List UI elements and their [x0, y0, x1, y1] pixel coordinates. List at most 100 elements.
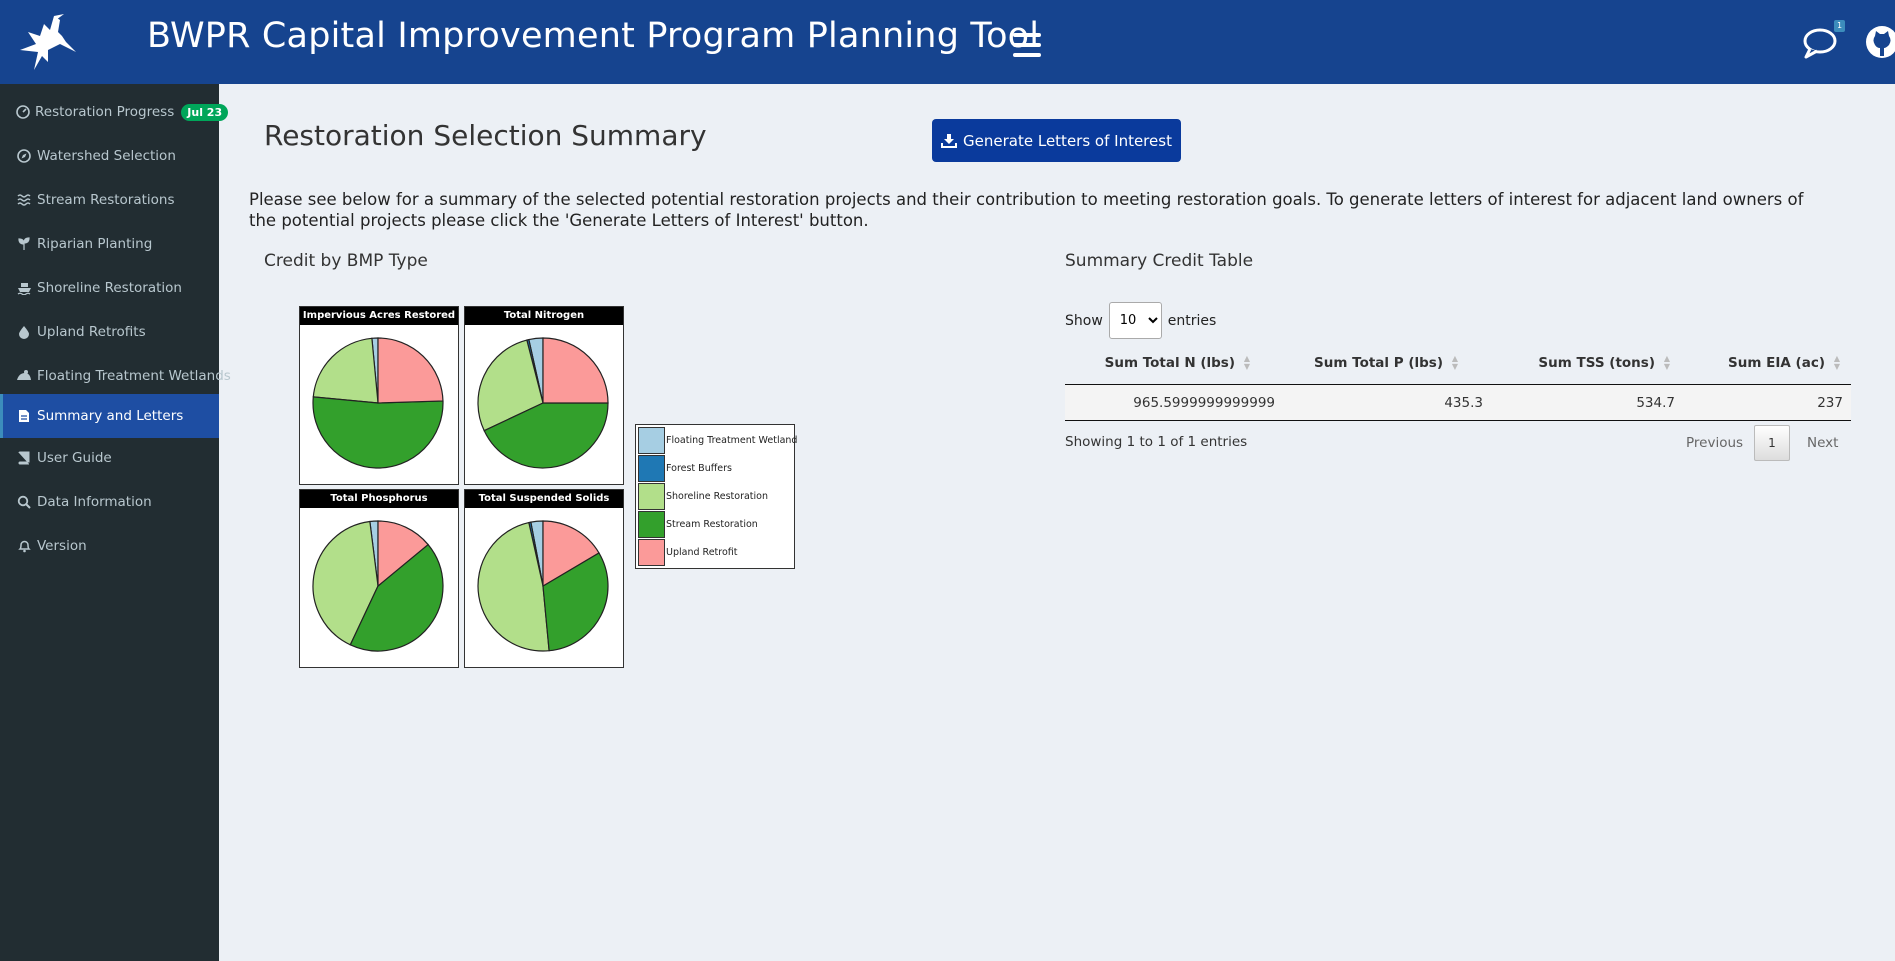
sort-icon: ▲ ▼ — [1831, 355, 1843, 371]
legend-item: Stream Restoration — [638, 510, 758, 538]
app-title: BWPR Capital Improvement Program Plannin… — [147, 16, 1039, 56]
sidebar-item-riparian-planting[interactable]: Riparian Planting — [0, 222, 219, 266]
table-info: Showing 1 to 1 of 1 entries — [1065, 434, 1247, 450]
table-cell: 534.7 — [1636, 385, 1675, 421]
seedling-icon — [16, 236, 32, 252]
sidebar-item-label: Restoration Progress — [35, 104, 174, 120]
pie-title: Impervious Acres Restored — [300, 307, 458, 325]
github-icon[interactable] — [1862, 24, 1895, 60]
previous-page-button[interactable]: Previous — [1686, 425, 1743, 461]
column-header-label: Sum Total P (lbs) — [1314, 355, 1443, 371]
legend-item: Floating Treatment Wetland — [638, 426, 797, 454]
column-header-eia[interactable]: Sum EIA (ac) ▲ ▼ — [1728, 349, 1843, 385]
tachometer-icon — [16, 104, 30, 120]
ship-icon — [16, 280, 32, 296]
sidebar-item-label: Version — [37, 538, 87, 554]
table-header: Sum Total N (lbs) ▲ ▼ Sum Total P (lbs) ▲ ▼ … — [1065, 349, 1851, 385]
legend-label: Stream Restoration — [666, 519, 758, 530]
pie-chart-nitrogen — [465, 325, 622, 484]
sidebar-item-summary-and-letters[interactable]: Summary and Letters — [0, 394, 219, 438]
entries-label: entries — [1168, 313, 1217, 329]
sidebar-item-label: Watershed Selection — [37, 148, 176, 164]
sidebar-item-label: Floating Treatment Wetlands — [37, 368, 231, 384]
legend-label: Upland Retrofit — [666, 547, 737, 558]
table-cell: 237 — [1817, 385, 1843, 421]
next-page-button[interactable]: Next — [1807, 425, 1838, 461]
pie-title: Total Phosphorus — [300, 490, 458, 508]
sidebar-item-label: Shoreline Restoration — [37, 280, 182, 296]
pie-title: Total Suspended Solids — [465, 490, 623, 508]
intro-text: Please see below for a summary of the se… — [249, 189, 1829, 231]
pie-slice — [313, 397, 443, 468]
sidebar: Restoration Progress Jul 23 Watershed Se… — [0, 84, 219, 961]
search-icon — [16, 494, 32, 510]
sidebar-item-version[interactable]: Version — [0, 524, 219, 568]
pie-slice — [543, 338, 608, 403]
sort-icon: ▲ ▼ — [1661, 355, 1673, 371]
chat-badge: 1 — [1834, 20, 1845, 32]
table-cell: 435.3 — [1444, 385, 1483, 421]
file-icon — [16, 408, 32, 424]
sidebar-item-upland-retrofits[interactable]: Upland Retrofits — [0, 310, 219, 354]
sort-icon: ▲ ▼ — [1241, 355, 1253, 371]
sidebar-item-label: Data Information — [37, 494, 152, 510]
sidebar-item-restoration-progress[interactable]: Restoration Progress Jul 23 — [0, 90, 219, 134]
sidebar-item-user-guide[interactable]: User Guide — [0, 436, 219, 480]
pie-panel-impervious: Impervious Acres Restored — [299, 306, 459, 485]
tint-icon — [16, 324, 32, 340]
sidebar-item-label: Riparian Planting — [37, 236, 152, 252]
legend-item: Forest Buffers — [638, 454, 732, 482]
pie-chart-suspended-solids — [465, 508, 622, 667]
sidebar-item-label: Upland Retrofits — [37, 324, 146, 340]
column-header-total-p[interactable]: Sum Total P (lbs) ▲ ▼ — [1314, 349, 1461, 385]
pie-slice — [378, 338, 443, 403]
compass-icon — [16, 148, 32, 164]
header-bar: BWPR Capital Improvement Program Plannin… — [0, 0, 1895, 84]
pie-chart-impervious — [300, 325, 457, 484]
page-title: Restoration Selection Summary — [264, 119, 707, 152]
date-badge: Jul 23 — [181, 104, 228, 121]
pie-panel-phosphorus: Total Phosphorus — [299, 489, 459, 668]
sidebar-item-shoreline-restoration[interactable]: Shoreline Restoration — [0, 266, 219, 310]
column-header-label: Sum EIA (ac) — [1728, 355, 1825, 371]
chart-legend: Floating Treatment Wetland Forest Buffer… — [635, 424, 795, 569]
legend-item: Upland Retrofit — [638, 538, 737, 566]
column-header-label: Sum TSS (tons) — [1538, 355, 1655, 371]
legend-label: Floating Treatment Wetland — [666, 435, 797, 446]
pie-chart-phosphorus — [300, 508, 457, 667]
generate-letters-button[interactable]: Generate Letters of Interest — [932, 119, 1181, 162]
legend-swatch — [638, 483, 665, 510]
sidebar-item-label: User Guide — [37, 450, 112, 466]
sidebar-item-data-information[interactable]: Data Information — [0, 480, 219, 524]
sidebar-toggle-icon[interactable] — [1013, 33, 1041, 57]
chat-icon[interactable] — [1801, 26, 1839, 60]
generate-letters-label: Generate Letters of Interest — [963, 132, 1172, 150]
heron-logo-icon[interactable] — [14, 12, 80, 74]
download-icon — [941, 133, 957, 148]
frog-icon — [16, 368, 32, 384]
table-cell: 965.5999999999999 — [1133, 385, 1275, 421]
legend-swatch — [638, 427, 665, 454]
bell-icon — [16, 538, 32, 554]
page-length-select[interactable]: 10 — [1109, 302, 1162, 339]
credit-heading: Credit by BMP Type — [264, 251, 428, 271]
pie-panel-nitrogen: Total Nitrogen — [464, 306, 624, 485]
table-row[interactable]: 965.5999999999999 435.3 534.7 237 — [1065, 385, 1851, 421]
legend-label: Shoreline Restoration — [666, 491, 768, 502]
column-header-total-n[interactable]: Sum Total N (lbs) ▲ ▼ — [1105, 349, 1253, 385]
legend-swatch — [638, 455, 665, 482]
book-icon — [16, 450, 32, 466]
table-heading: Summary Credit Table — [1065, 251, 1253, 271]
pie-slice — [313, 338, 378, 403]
sort-icon: ▲ ▼ — [1449, 355, 1461, 371]
legend-label: Forest Buffers — [666, 463, 732, 474]
page-1-button[interactable]: 1 — [1754, 425, 1790, 461]
sidebar-item-stream-restorations[interactable]: Stream Restorations — [0, 178, 219, 222]
water-icon — [16, 192, 32, 208]
column-header-tss[interactable]: Sum TSS (tons) ▲ ▼ — [1538, 349, 1673, 385]
sidebar-item-floating-treatment-wetlands[interactable]: Floating Treatment Wetlands — [0, 354, 219, 398]
show-label: Show — [1065, 313, 1103, 329]
column-header-label: Sum Total N (lbs) — [1105, 355, 1235, 371]
sidebar-item-watershed-selection[interactable]: Watershed Selection — [0, 134, 219, 178]
pie-panel-suspended-solids: Total Suspended Solids — [464, 489, 624, 668]
